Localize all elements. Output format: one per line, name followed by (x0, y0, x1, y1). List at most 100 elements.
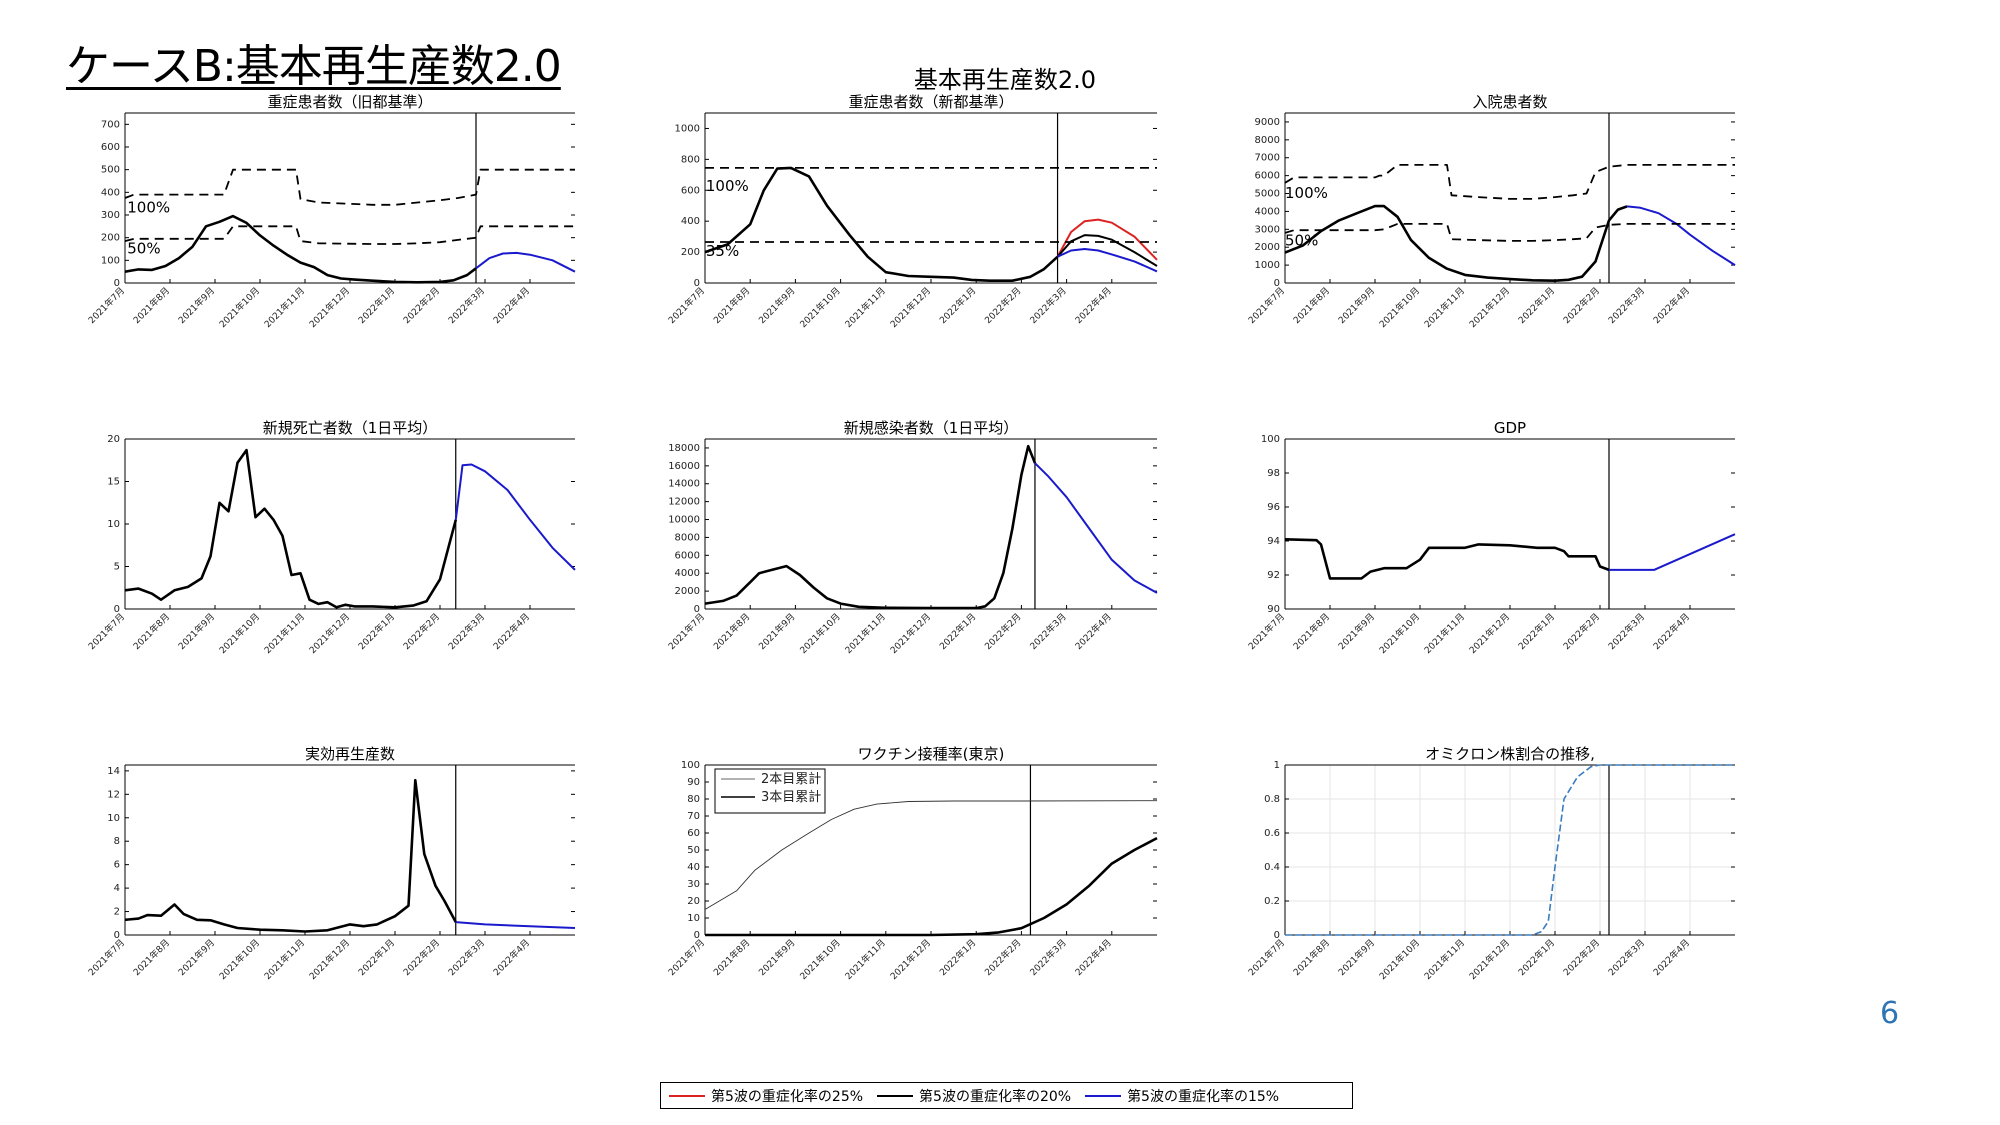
series-line-s25 (1056, 218, 1158, 261)
y-tick-label: 0 (694, 930, 700, 941)
y-tick-label: 15 (107, 477, 120, 488)
threshold-annotation: 100% (706, 177, 749, 195)
panel-title: 新規死亡者数（1日平均） (263, 419, 438, 437)
series-line-s15 (1626, 205, 1736, 266)
x-tick-label: 2022年3月 (1606, 937, 1647, 978)
y-tick-label: 40 (687, 862, 700, 873)
panel-title: ワクチン接種率(東京) (858, 745, 1005, 763)
series-line-actual (124, 214, 477, 284)
series-line-dashed (1284, 223, 1735, 242)
y-tick-label: 200 (101, 233, 120, 244)
y-tick-label: 0 (114, 930, 120, 941)
x-tick-label: 2021年8月 (711, 285, 752, 326)
y-tick-label: 200 (681, 247, 700, 258)
x-tick-label: 2021年11月 (842, 937, 888, 983)
series-line-actual (704, 444, 1037, 610)
y-tick-label: 18000 (668, 443, 700, 454)
y-tick-label: 70 (687, 811, 700, 822)
y-tick-label: 12 (107, 789, 120, 800)
y-tick-label: 4 (114, 883, 120, 894)
x-tick-label: 2021年12月 (307, 285, 353, 331)
panel-title: 新規感染者数（1日平均） (844, 419, 1019, 437)
chart-vaccination-rate: ワクチン接種率(東京)01020304050607080901002021年7月… (666, 745, 1158, 983)
x-tick-label: 2021年11月 (1422, 285, 1468, 331)
x-tick-label: 2022年4月 (1072, 937, 1113, 978)
y-tick-label: 400 (681, 216, 700, 227)
x-tick-label: 2022年4月 (1651, 611, 1692, 652)
chart-hospitalized: 入院患者数 0 1000 2000 3000 4000 5000 6000 7000 8000 90… (1246, 93, 1736, 331)
y-tick-label: 400 (101, 187, 120, 198)
series-line-actual (1284, 204, 1628, 282)
y-tick-label: 1000 (1255, 260, 1280, 271)
y-tick-label: 4000 (1255, 206, 1280, 217)
x-tick-label: 2022年3月 (446, 937, 487, 978)
y-tick-label: 5000 (1255, 189, 1280, 200)
x-tick-label: 2021年10月 (1377, 937, 1423, 983)
y-tick-label: 0 (114, 604, 120, 615)
y-tick-label: 10 (107, 813, 120, 824)
x-tick-label: 2021年8月 (131, 937, 172, 978)
y-tick-label: 14 (107, 766, 120, 777)
y-tick-label: 0 (694, 278, 700, 289)
legend-label-20: 第5波の重症化率の20% (919, 1088, 1072, 1105)
y-tick-label: 90 (687, 777, 700, 788)
x-tick-label: 2021年10月 (217, 937, 263, 983)
y-tick-label: 90 (1267, 604, 1280, 615)
series-line-s15 (454, 463, 576, 571)
x-tick-label: 2022年1月 (1516, 937, 1557, 978)
vaccination-legend-box (714, 768, 826, 814)
y-tick-label: 0.6 (1264, 828, 1280, 839)
y-tick-label: 2 (114, 907, 120, 918)
x-tick-label: 2021年8月 (711, 611, 752, 652)
y-tick-label: 92 (1267, 570, 1280, 581)
series-line-dashed (1284, 164, 1735, 200)
x-tick-label: 2021年10月 (797, 611, 843, 657)
series-line-actual (704, 166, 1059, 282)
x-tick-label: 2022年1月 (1516, 285, 1557, 326)
y-tick-label: 96 (1267, 502, 1280, 513)
y-tick-label: 30 (687, 879, 700, 890)
x-tick-label: 2021年7月 (86, 937, 127, 978)
y-tick-label: 80 (687, 794, 700, 805)
legend-item-20: 第5波の重症化率の20% (877, 1086, 1071, 1106)
x-tick-label: 2021年9月 (756, 285, 797, 326)
series-line-thin (704, 800, 1158, 910)
x-tick-label: 2021年10月 (1377, 285, 1423, 331)
series-line-omicron (1285, 764, 1735, 936)
x-tick-label: 2021年9月 (1336, 285, 1377, 326)
x-tick-label: 2022年4月 (491, 611, 532, 652)
x-tick-label: 2022年4月 (491, 285, 532, 326)
x-tick-label: 2022年3月 (1606, 611, 1647, 652)
y-tick-label: 800 (681, 154, 700, 165)
y-tick-label: 0.8 (1264, 794, 1280, 805)
x-tick-label: 2022年3月 (1606, 285, 1647, 326)
slide-title: ケースB:基本再生産数2.0 (66, 41, 562, 92)
x-tick-label: 2021年9月 (1336, 611, 1377, 652)
x-tick-label: 2021年8月 (1291, 611, 1332, 652)
x-tick-label: 2022年4月 (1651, 285, 1692, 326)
chart-new-deaths: 新規死亡者数（1日平均） 0 5 10 15 20 2021年7月 2021年8月 2021年9… (86, 419, 576, 657)
x-tick-label: 2021年12月 (1467, 285, 1513, 331)
y-tick-label: 6000 (675, 550, 700, 561)
x-tick-label: 2022年4月 (1651, 937, 1692, 978)
y-tick-label: 0 (1274, 278, 1280, 289)
vaccination-legend-label: 2本目累計 (761, 771, 821, 787)
x-tick-label: 2021年10月 (797, 285, 843, 331)
x-tick-label: 2022年4月 (1072, 611, 1113, 652)
series-line-dashed (124, 168, 575, 206)
y-tick-label: 12000 (668, 497, 700, 508)
series-line-s15 (1609, 533, 1736, 571)
series-line-s15 (475, 251, 576, 273)
x-tick-label: 2021年12月 (888, 285, 934, 331)
y-tick-label: 700 (101, 119, 120, 130)
x-tick-label: 2021年10月 (1377, 611, 1423, 657)
legend-item-15: 第5波の重症化率の15% (1085, 1086, 1279, 1106)
x-tick-label: 2021年11月 (842, 285, 888, 331)
y-tick-label: 0 (694, 604, 700, 615)
y-tick-label: 0.4 (1264, 862, 1280, 873)
y-tick-label: 60 (687, 828, 700, 839)
y-tick-label: 600 (681, 185, 700, 196)
x-tick-label: 2021年11月 (262, 611, 308, 657)
